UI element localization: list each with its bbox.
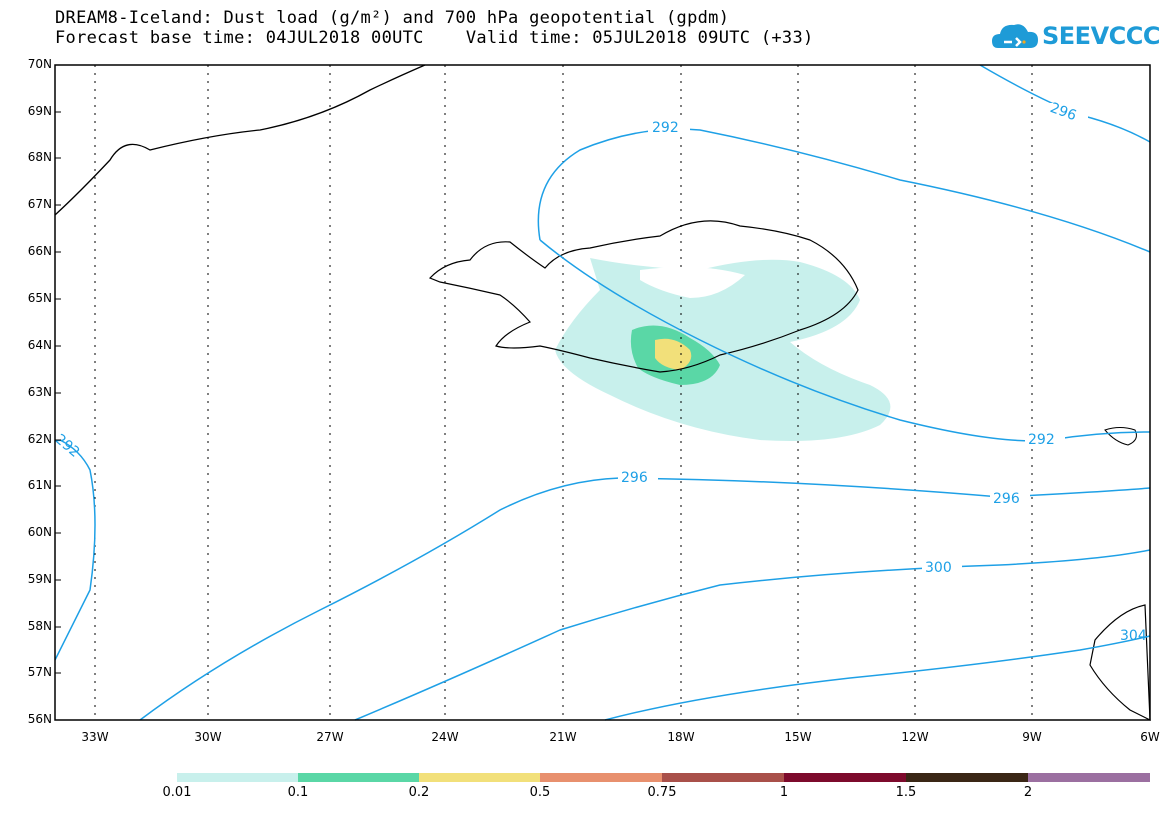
- colorbar-label: 0.2: [408, 785, 430, 800]
- contour-292-south: [539, 239, 1151, 442]
- lat-label: 67N: [27, 197, 52, 211]
- contour-label-292-top: 292: [652, 120, 679, 136]
- contour-label-296-right: 296: [993, 491, 1020, 507]
- lat-label: 58N: [27, 619, 52, 633]
- contour-label-296-mid: 296: [621, 470, 648, 486]
- contour-label-292-left: 292: [52, 431, 83, 460]
- contour-304: [604, 635, 1151, 721]
- colorbar-label: 1: [779, 785, 789, 800]
- contour-292-left: [54, 439, 96, 661]
- contour-label-292-right: 292: [1028, 432, 1055, 448]
- logo-text: SEEVCCC: [1042, 22, 1161, 50]
- geopotential-contours: [54, 64, 1151, 721]
- contour-296-mid: [139, 477, 1151, 721]
- contour-label-300: 300: [925, 560, 952, 576]
- lon-grid: [94, 65, 1033, 720]
- lat-label: 59N: [27, 572, 52, 586]
- dust-load-shading: [555, 258, 891, 441]
- lon-label: 21W: [549, 730, 577, 744]
- lon-label: 6W: [1140, 730, 1160, 744]
- lat-label: 65N: [27, 291, 52, 305]
- lat-label: 61N: [27, 478, 52, 492]
- colorbar-label: 2: [1023, 785, 1033, 800]
- lon-label: 24W: [431, 730, 459, 744]
- lat-label: 63N: [27, 385, 52, 399]
- contour-292-main: [537, 128, 1151, 253]
- colorbar-label: 0.5: [529, 785, 551, 800]
- scotland-coastline: [1089, 604, 1151, 721]
- lat-label: 70N: [27, 57, 52, 71]
- lon-label: 15W: [784, 730, 812, 744]
- contour-300: [354, 549, 1151, 721]
- lat-label: 66N: [27, 244, 52, 258]
- lat-label: 56N: [27, 712, 52, 726]
- dust-area-low: [555, 258, 891, 441]
- lat-label: 62N: [27, 432, 52, 446]
- lon-label: 18W: [667, 730, 695, 744]
- lon-label: 33W: [81, 730, 109, 744]
- lat-label: 69N: [27, 104, 52, 118]
- contour-label-304: 304: [1120, 628, 1147, 644]
- map-title-line2: Forecast base time: 04JUL2018 00UTC Vali…: [55, 28, 814, 48]
- lon-label: 12W: [901, 730, 929, 744]
- iceland-coastline: [428, 220, 859, 373]
- map-title-line1: DREAM8-Iceland: Dust load (g/m²) and 700…: [55, 8, 730, 28]
- lat-label: 57N: [27, 665, 52, 679]
- lon-label: 30W: [194, 730, 222, 744]
- colorbar-label: 0.01: [162, 785, 192, 800]
- lat-label: 64N: [27, 338, 52, 352]
- colorbar: [177, 773, 1150, 782]
- dust-area-high: [655, 338, 692, 370]
- greenland-coastline: [54, 64, 426, 216]
- map-frame: [54, 64, 1151, 721]
- lon-label: 9W: [1022, 730, 1042, 744]
- cloud-icon: [992, 24, 1038, 48]
- lon-label: 27W: [316, 730, 344, 744]
- faroe-islands: [1104, 427, 1137, 446]
- colorbar-label: 0.75: [647, 785, 677, 800]
- colorbar-label: 1.5: [895, 785, 917, 800]
- lat-label: 68N: [27, 150, 52, 164]
- iceland-interior: [640, 266, 745, 298]
- lat-label: 60N: [27, 525, 52, 539]
- axis-ticks: [55, 64, 61, 674]
- colorbar-label: 0.1: [287, 785, 309, 800]
